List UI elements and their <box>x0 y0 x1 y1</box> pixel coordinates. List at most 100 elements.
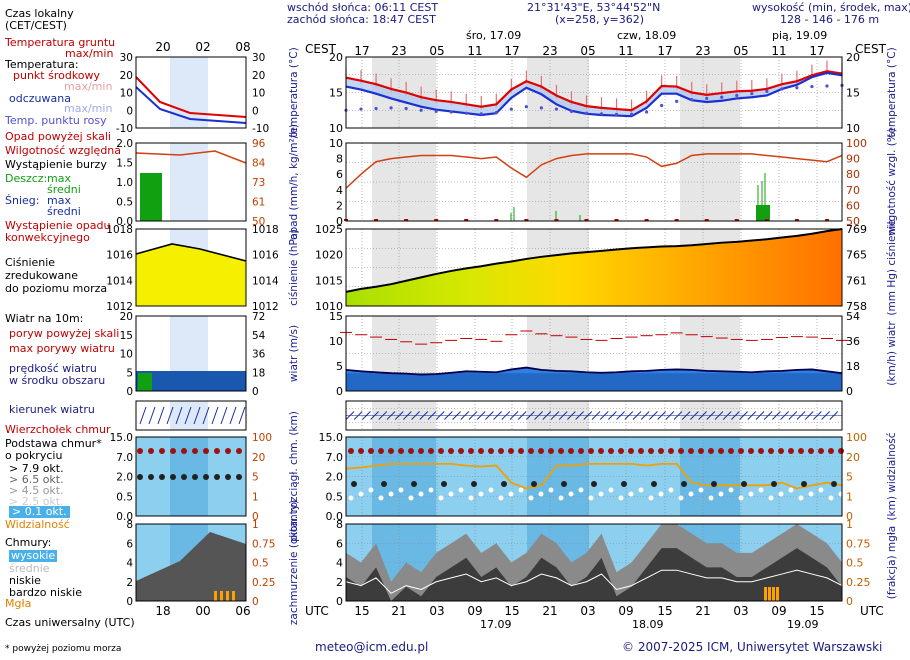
cloud-base-mark <box>728 487 734 493</box>
legend-rain-mid: średni <box>47 183 81 196</box>
cloud-base-mark <box>478 491 484 497</box>
legend-cloud-base <box>170 474 176 480</box>
utc-hour-label: 21 <box>542 604 557 618</box>
dew-point-mark <box>584 111 589 115</box>
tick-label-left: 15 <box>329 87 343 100</box>
legend-tick-right: 1 <box>252 491 259 503</box>
y-axis-label-left: pion. rozciągł. chm. (km) <box>288 411 300 542</box>
legend-soil-temp2: max/min <box>65 47 114 60</box>
cloud-base-mark <box>381 481 387 487</box>
tick-label-left: 15.0 <box>319 431 344 444</box>
cloud-base-mark <box>788 487 794 493</box>
tick-label-right: 10 <box>846 122 860 135</box>
legend-cloud-base: Podstawa chmur* <box>5 437 102 450</box>
tick-label-right: 60 <box>846 199 860 212</box>
legend-tick-left: 0.5 <box>116 197 133 209</box>
legend-tick-left: 1016 <box>106 250 133 262</box>
cloud-base-mark <box>798 495 804 501</box>
conv-mark <box>764 219 769 221</box>
day-label-2: czw, 18.09 <box>617 29 677 42</box>
legend-tick-right: 50 <box>252 216 265 228</box>
legend-tick-right: 1 <box>252 519 259 531</box>
legend-hour-bottom: 18 <box>155 604 170 618</box>
legend-tick-left: 1.0 <box>116 177 133 189</box>
cloud-area-low <box>346 548 842 601</box>
legend-wind-area <box>136 371 246 391</box>
legend-okt01: > 0.1 okt. <box>9 506 70 518</box>
legend-frame <box>135 400 247 431</box>
dew-point-mark <box>419 108 423 112</box>
cloud-base-mark <box>568 491 574 497</box>
legend-humidity-line <box>135 150 247 164</box>
cloud-base-mark <box>488 487 494 493</box>
cloud-base-mark <box>448 491 454 497</box>
cloud-top-mark <box>408 448 414 454</box>
legend-fog-bar <box>226 591 229 601</box>
legend-tick-left: 0 <box>126 386 133 398</box>
tick-label-right: 54 <box>846 310 860 323</box>
legend-panel-wind <box>135 315 247 392</box>
panel-frame <box>345 315 843 392</box>
legend-tick-left: 2 <box>126 577 133 589</box>
cest-hour-label: 11 <box>467 44 482 58</box>
cloud-base-mark <box>808 491 814 497</box>
dew-point-mark <box>735 93 739 98</box>
legend-panel-clouds <box>135 436 247 517</box>
cloud-top-mark <box>418 448 424 454</box>
cloud-top-mark <box>498 448 504 454</box>
legend-wind-arrow <box>157 406 165 425</box>
legend-fog-bar <box>214 591 217 601</box>
tick-label-right: 1 <box>846 518 853 531</box>
panel-cover <box>345 524 843 601</box>
cloud-base-mark <box>658 491 664 497</box>
legend-panel-pressure <box>135 228 247 307</box>
y-axis-label-right: (km/h) wiatr <box>886 321 898 386</box>
cest-label-left: CEST <box>305 42 336 56</box>
contact-email[interactable]: meteo@icm.edu.pl <box>315 640 429 654</box>
legend-tick-left: 2.0 <box>116 138 133 150</box>
tick-label-right: 18 <box>846 360 860 373</box>
dew-point-mark <box>434 109 438 114</box>
cloud-top-mark <box>448 448 454 454</box>
legend-wind-arrow <box>220 406 228 425</box>
conv-mark <box>434 219 439 221</box>
dew-point-mark <box>810 84 814 89</box>
legend-utc: Czas uniwersalny (UTC) <box>5 616 135 629</box>
tick-label-left: 4 <box>336 184 343 197</box>
legend-tick-left: 20 <box>120 70 133 82</box>
dew-point-mark <box>599 112 604 116</box>
cloud-base-mark <box>711 481 717 487</box>
utc-hour-label: 21 <box>391 604 406 618</box>
fog-bar <box>764 587 767 601</box>
legend-panel-dir <box>135 400 247 431</box>
tick-label-left: 10 <box>329 122 343 135</box>
dew-point-mark <box>614 112 619 116</box>
legend-temp-line <box>135 76 247 118</box>
dew-point-mark <box>660 103 664 108</box>
y-axis-label-left: ciśnienie (hPa) <box>288 229 300 306</box>
legend-cloud-top: Wierzchołek chmur <box>5 423 111 436</box>
legend-pressure-line <box>135 243 247 262</box>
cloud-base-mark <box>718 491 724 497</box>
pressure-area <box>346 229 842 306</box>
cloud-base-mark <box>708 495 714 501</box>
legend-tick-right: 0.75 <box>252 538 275 550</box>
panel-wind <box>340 316 848 391</box>
legend-wind-arrow <box>193 406 201 425</box>
cloud-high-line <box>345 569 843 594</box>
temp-line-1 <box>345 71 843 118</box>
legend-maxmin: max/min <box>64 80 113 93</box>
legend-cloud-top <box>192 448 198 454</box>
legend-tick-right: 1012 <box>252 301 279 313</box>
legend-cloud-top <box>236 448 242 454</box>
dew-point-mark <box>690 98 694 102</box>
legend-fog-bar <box>220 591 223 601</box>
conv-mark <box>824 219 829 221</box>
dew-point-mark <box>645 110 649 114</box>
tick-label-left: 6 <box>336 168 343 181</box>
tick-label-left: 0 <box>336 215 343 228</box>
legend-okt25: > 2.5 okt. <box>9 495 64 508</box>
legend-low: niskie <box>9 574 41 587</box>
tick-label-right: 1 <box>846 490 853 503</box>
temp-line-0 <box>345 70 843 112</box>
